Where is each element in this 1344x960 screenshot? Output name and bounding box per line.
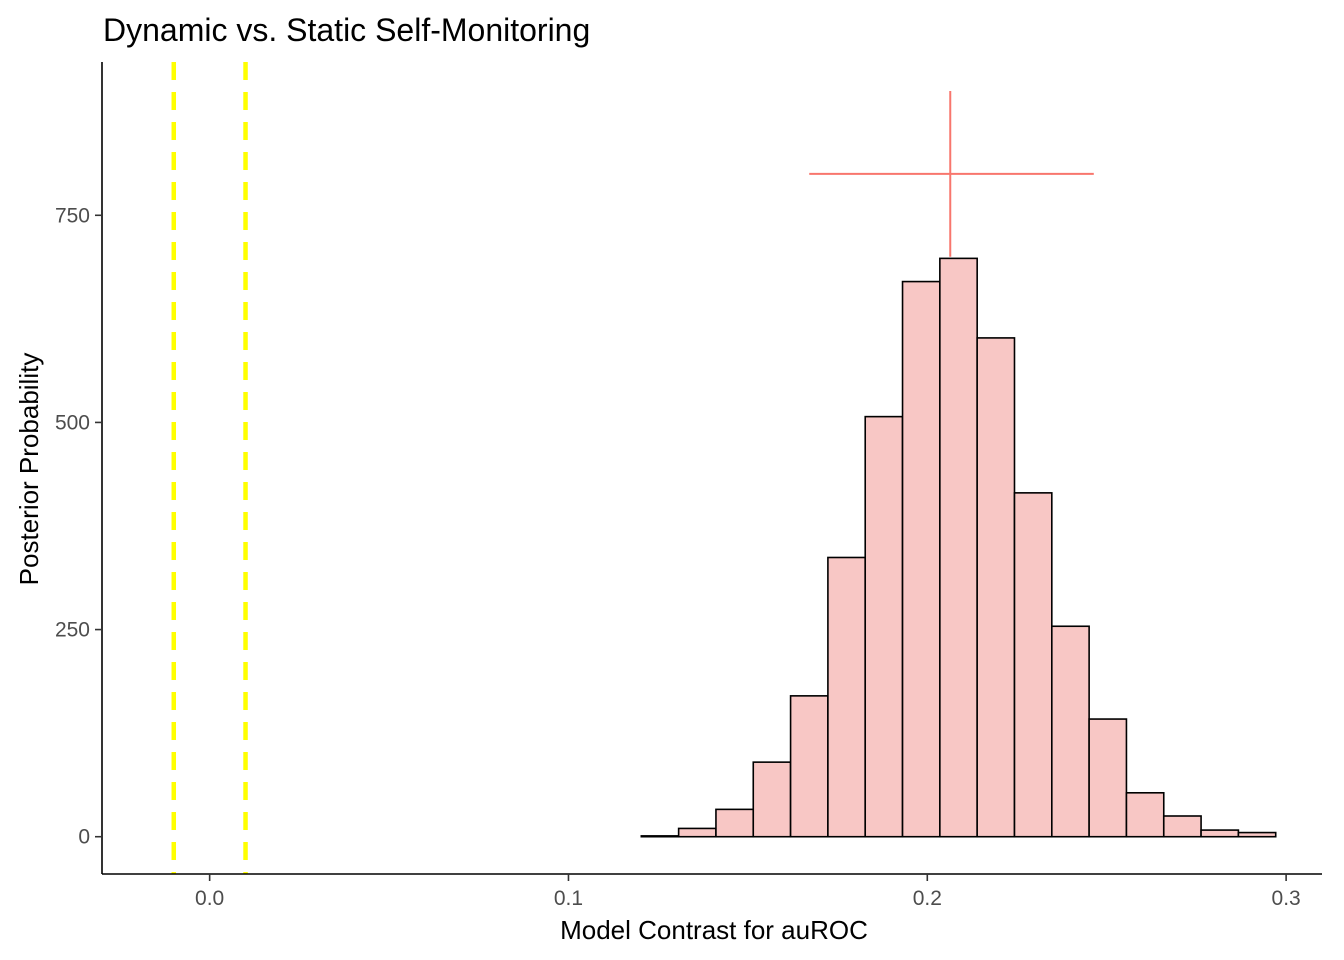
- histogram-bar: [976, 337, 1016, 838]
- histogram-bar: [715, 808, 755, 838]
- histogram-bar: [827, 556, 867, 838]
- histogram-bar: [1200, 829, 1240, 838]
- y-tick-label: 750: [55, 204, 90, 227]
- histogram-bar: [1013, 492, 1053, 838]
- bars-group: [640, 257, 1277, 838]
- chart-title: Dynamic vs. Static Self-Monitoring: [103, 12, 590, 48]
- histogram-bar: [1237, 831, 1277, 838]
- y-tick-label: 0: [78, 826, 90, 849]
- histogram-bar: [1051, 625, 1090, 838]
- histogram-bar: [640, 835, 680, 838]
- y-tick-label: 500: [55, 411, 90, 434]
- histogram-bar: [1125, 791, 1165, 838]
- histogram-bar: [1088, 718, 1128, 838]
- histogram-bar: [864, 415, 904, 838]
- x-axis-title: Model Contrast for auROC: [560, 915, 868, 945]
- y-tick-label: 250: [55, 619, 90, 642]
- histogram-bar: [939, 257, 978, 838]
- x-tick-label: 0.0: [195, 887, 224, 910]
- y-axis-title: Posterior Probability: [14, 353, 44, 586]
- histogram-bar: [789, 695, 829, 838]
- plot-area: 0.0 0.1 0.2 0.3 0 250 500 750: [55, 62, 1322, 910]
- histogram-bar: [1162, 815, 1202, 838]
- x-tick-label: 0.3: [1272, 887, 1301, 910]
- x-tick-label: 0.2: [913, 887, 942, 910]
- histogram-bar: [677, 827, 717, 838]
- x-tick-label: 0.1: [554, 887, 583, 910]
- histogram-bar: [752, 761, 792, 838]
- histogram-bar: [901, 280, 941, 838]
